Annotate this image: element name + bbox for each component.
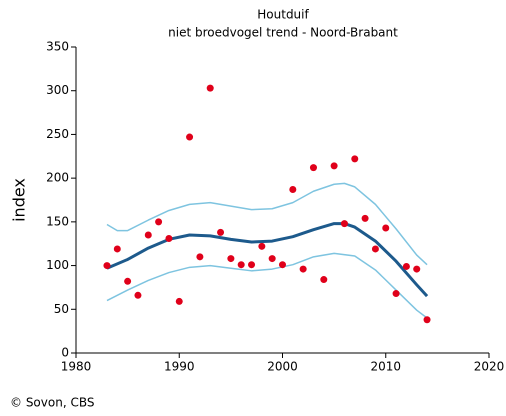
data-point	[134, 291, 142, 299]
data-point	[227, 255, 235, 263]
data-point	[423, 316, 431, 324]
data-point	[382, 224, 390, 232]
y-tick-label: 200	[46, 171, 69, 185]
trend-line	[106, 252, 428, 319]
y-tick-label: 0	[61, 346, 69, 360]
x-tick-label: 1980	[61, 360, 92, 374]
x-tick-label: 2010	[370, 360, 401, 374]
data-point	[361, 214, 369, 222]
data-point	[392, 290, 400, 298]
data-point	[206, 84, 214, 92]
data-point	[124, 277, 132, 285]
data-point	[144, 231, 152, 239]
source: © Sovon, CBS	[10, 396, 94, 410]
data-point	[413, 265, 421, 273]
data-point	[196, 253, 204, 261]
x-tick-label: 1990	[164, 360, 195, 374]
data-point	[320, 276, 328, 284]
trend-line	[106, 182, 428, 266]
y-tick-label: 350	[46, 40, 69, 54]
data-point	[330, 162, 338, 170]
data-point	[351, 155, 359, 163]
data-point	[340, 220, 348, 228]
data-point	[165, 234, 173, 242]
y-tick-label: 300	[46, 83, 69, 97]
data-point	[371, 245, 379, 253]
x-tick-label: 2000	[267, 360, 298, 374]
data-point	[402, 262, 410, 270]
data-point	[217, 228, 225, 236]
y-tick-label: 50	[54, 302, 69, 316]
data-point	[175, 297, 183, 305]
x-tick-label: 2020	[474, 360, 505, 374]
data-point	[186, 133, 194, 141]
data-point	[258, 242, 266, 250]
trend-line	[106, 222, 429, 298]
y-tick-label: 250	[46, 127, 69, 141]
data-point	[113, 245, 121, 253]
data-point	[309, 164, 317, 172]
y-tick-label: 150	[46, 214, 69, 228]
data-point	[103, 262, 111, 270]
data-point	[299, 265, 307, 273]
data-point	[289, 186, 297, 194]
y-axis-label: index	[10, 178, 29, 222]
data-point	[268, 255, 276, 263]
chart-subtitle: niet broedvogel trend - Noord-Brabant	[168, 26, 398, 40]
data-point	[248, 261, 256, 269]
data-point	[279, 261, 286, 269]
data-point	[155, 218, 163, 226]
data-point	[237, 261, 245, 269]
chart-title: Houtduif	[257, 8, 309, 22]
y-tick-label: 100	[46, 258, 69, 272]
